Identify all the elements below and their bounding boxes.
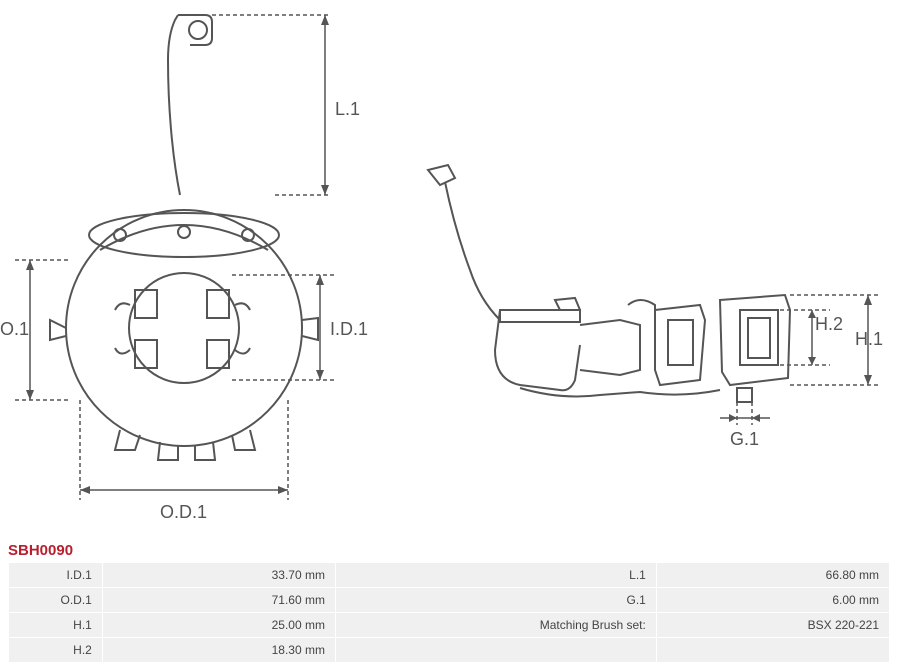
dim-label-G1: G.1 bbox=[730, 429, 759, 449]
dim-label-H1: H.1 bbox=[855, 329, 883, 349]
spec-label: G.1 bbox=[336, 588, 656, 612]
product-code: SBH0090 bbox=[8, 542, 73, 559]
technical-diagram: L.1 I.D.1 O.1 O.D.1 H.1 H.2 G.1 bbox=[0, 0, 897, 535]
spec-value bbox=[657, 638, 889, 662]
spec-label: I.D.1 bbox=[9, 563, 102, 587]
dim-label-O1: O.1 bbox=[0, 319, 29, 339]
table-row: O.D.1 71.60 mm G.1 6.00 mm bbox=[9, 588, 889, 612]
spec-value: 18.30 mm bbox=[103, 638, 335, 662]
dim-label-OD1: O.D.1 bbox=[160, 502, 207, 522]
spec-label: Matching Brush set: bbox=[336, 613, 656, 637]
spec-value: 25.00 mm bbox=[103, 613, 335, 637]
spec-label: O.D.1 bbox=[9, 588, 102, 612]
spec-label bbox=[336, 638, 656, 662]
spec-value: 6.00 mm bbox=[657, 588, 889, 612]
spec-label: L.1 bbox=[336, 563, 656, 587]
dim-label-H2: H.2 bbox=[815, 314, 843, 334]
spec-value: 66.80 mm bbox=[657, 563, 889, 587]
spec-value: 71.60 mm bbox=[103, 588, 335, 612]
spec-table: I.D.1 33.70 mm L.1 66.80 mm O.D.1 71.60 … bbox=[8, 562, 890, 663]
table-row: H.1 25.00 mm Matching Brush set: BSX 220… bbox=[9, 613, 889, 637]
table-row: H.2 18.30 mm bbox=[9, 638, 889, 662]
spec-label: H.1 bbox=[9, 613, 102, 637]
dim-label-ID1: I.D.1 bbox=[330, 319, 368, 339]
spec-label: H.2 bbox=[9, 638, 102, 662]
spec-value: 33.70 mm bbox=[103, 563, 335, 587]
dim-label-L1: L.1 bbox=[335, 99, 360, 119]
spec-value: BSX 220-221 bbox=[657, 613, 889, 637]
table-row: I.D.1 33.70 mm L.1 66.80 mm bbox=[9, 563, 889, 587]
